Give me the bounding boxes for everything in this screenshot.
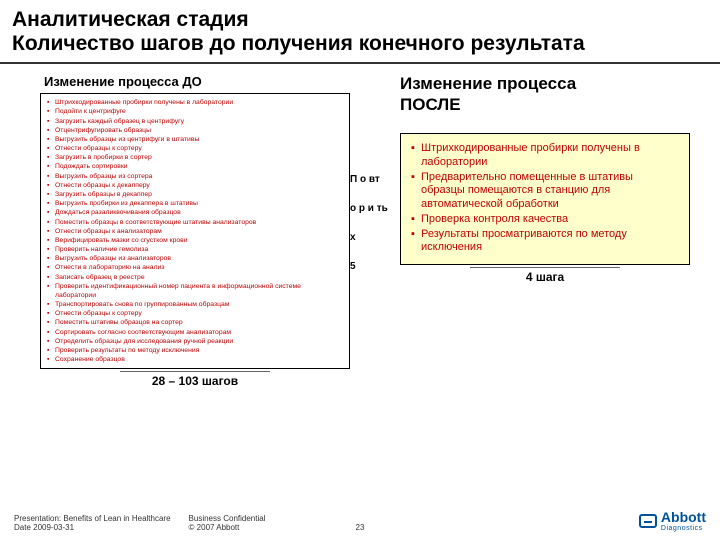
after-step-list: Штрихкодированные пробирки получены в ла… xyxy=(411,142,679,255)
footer-date: Date 2009-03-31 xyxy=(14,523,171,532)
before-step: Подождать сортировки xyxy=(47,162,343,171)
page-title: Аналитическая стадия Количество шагов до… xyxy=(12,8,708,56)
after-step: Штрихкодированные пробирки получены в ла… xyxy=(411,142,679,170)
before-step: Проверить результаты по методу исключени… xyxy=(47,346,343,355)
before-step: Подойти к центрифуге xyxy=(47,107,343,116)
after-summary: 4 шага xyxy=(470,267,620,284)
before-step: Верифицировать мазки со сгустком крови xyxy=(47,236,343,245)
middle-column: П о вт о р и ть х 5 xyxy=(350,74,400,388)
before-step: Отнести образцы к сортеру xyxy=(47,144,343,153)
before-step: Проверить идентификационный номер пациен… xyxy=(47,282,343,300)
mid-label: 5 xyxy=(350,261,400,272)
footer-left: Presentation: Benefits of Lean in Health… xyxy=(14,514,171,532)
footer-mid: Business Confidential © 2007 Abbott xyxy=(189,514,266,532)
after-box: Штрихкодированные пробирки получены в ла… xyxy=(400,133,690,265)
after-step: Предварительно помещенные в штативы обра… xyxy=(411,171,679,212)
before-step: Проверить наличие гемолиза xyxy=(47,245,343,254)
before-step: Загрузить образцы в декаппер xyxy=(47,190,343,199)
page-number: 23 xyxy=(356,523,365,532)
before-step: Отнести образцы к анализаторам xyxy=(47,227,343,236)
before-step: Загрузить каждый образец в центрифугу xyxy=(47,117,343,126)
before-step: Отнести образцы к декапперу xyxy=(47,181,343,190)
before-step: Поместить штативы образцов на сортер xyxy=(47,318,343,327)
before-step: Транспортировать снова по группированным… xyxy=(47,300,343,309)
footer-presentation: Presentation: Benefits of Lean in Health… xyxy=(14,514,171,523)
title-bar: Аналитическая стадия Количество шагов до… xyxy=(0,0,720,64)
before-step: Дождаться разаликвочивания образцов xyxy=(47,208,343,217)
footer-copyright: © 2007 Abbott xyxy=(189,523,266,532)
before-step: Загрузить в пробирки в сортер xyxy=(47,153,343,162)
logo-text: Abbott Diagnostics xyxy=(661,509,706,532)
after-heading-line1: Изменение процесса xyxy=(400,74,576,93)
before-step: Сортировать согласно соответствующим ана… xyxy=(47,328,343,337)
mid-label: х xyxy=(350,232,400,243)
footer-confidential: Business Confidential xyxy=(189,514,266,523)
footer: Presentation: Benefits of Lean in Health… xyxy=(0,509,720,532)
before-step: Сохранение образцов xyxy=(47,355,343,364)
before-summary: 28 – 103 шагов xyxy=(120,371,270,388)
content-area: Изменение процесса ДО Штрихкодированные … xyxy=(0,64,720,388)
after-step: Проверка контроля качества xyxy=(411,213,679,227)
title-line1: Аналитическая стадия xyxy=(12,8,249,31)
logo-subtitle: Diagnostics xyxy=(661,525,706,532)
before-step: Отнести образцы к сортеру xyxy=(47,309,343,318)
logo-name: Abbott xyxy=(661,509,706,525)
before-step: Отределить образцы для исследования ручн… xyxy=(47,337,343,346)
footer-meta: Presentation: Benefits of Lean in Health… xyxy=(14,514,265,532)
before-column: Изменение процесса ДО Штрихкодированные … xyxy=(40,74,350,388)
mid-label: П о вт xyxy=(350,174,400,185)
before-step: Штрихкодированные пробирки получены в ла… xyxy=(47,98,343,107)
after-heading: Изменение процесса ПОСЛЕ xyxy=(400,74,690,115)
before-step: Выгрузить образцы из центрифуги в штатив… xyxy=(47,135,343,144)
abbott-logo-icon xyxy=(639,514,657,528)
after-heading-line2: ПОСЛЕ xyxy=(400,95,461,114)
abbott-logo: Abbott Diagnostics xyxy=(639,509,706,532)
before-heading: Изменение процесса ДО xyxy=(44,74,350,89)
before-step: Отнести в лабораторию на анализ xyxy=(47,263,343,272)
before-step: Выгрузить пробирки из декаппера в штатив… xyxy=(47,199,343,208)
before-step: Выгрузить образцы из сортера xyxy=(47,172,343,181)
before-step: Отцентрифугировать образцы xyxy=(47,126,343,135)
mid-label: о р и ть xyxy=(350,203,400,214)
after-column: Изменение процесса ПОСЛЕ Штрихкодированн… xyxy=(400,74,690,388)
title-line2: Количество шагов до получения конечного … xyxy=(12,32,585,55)
before-box: Штрихкодированные пробирки получены в ла… xyxy=(40,93,350,369)
before-step: Выгрузить образцы из анализаторов xyxy=(47,254,343,263)
before-step-list: Штрихкодированные пробирки получены в ла… xyxy=(47,98,343,364)
before-step: Записать образец в реестре xyxy=(47,273,343,282)
after-step: Результаты просматриваются по методу иск… xyxy=(411,228,679,256)
before-step: Поместить образцы в соответствующие штат… xyxy=(47,218,343,227)
